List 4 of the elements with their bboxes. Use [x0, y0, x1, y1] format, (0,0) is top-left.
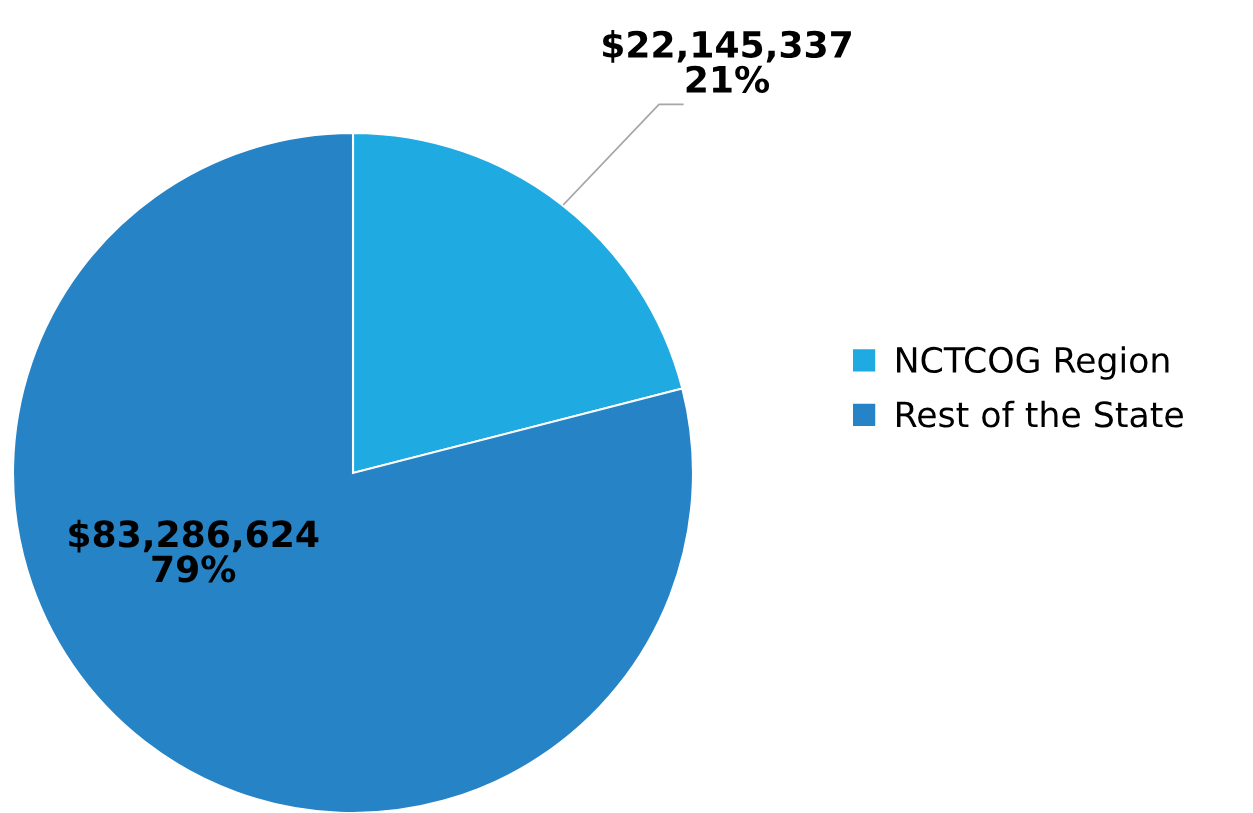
- legend-label: NCTCOG Region: [897, 346, 1169, 380]
- data-label: $22,145,337 21%: [603, 30, 851, 93]
- legend-label: Rest of the State: [897, 400, 1183, 428]
- data-label: $83,286,624 79%: [69, 519, 319, 583]
